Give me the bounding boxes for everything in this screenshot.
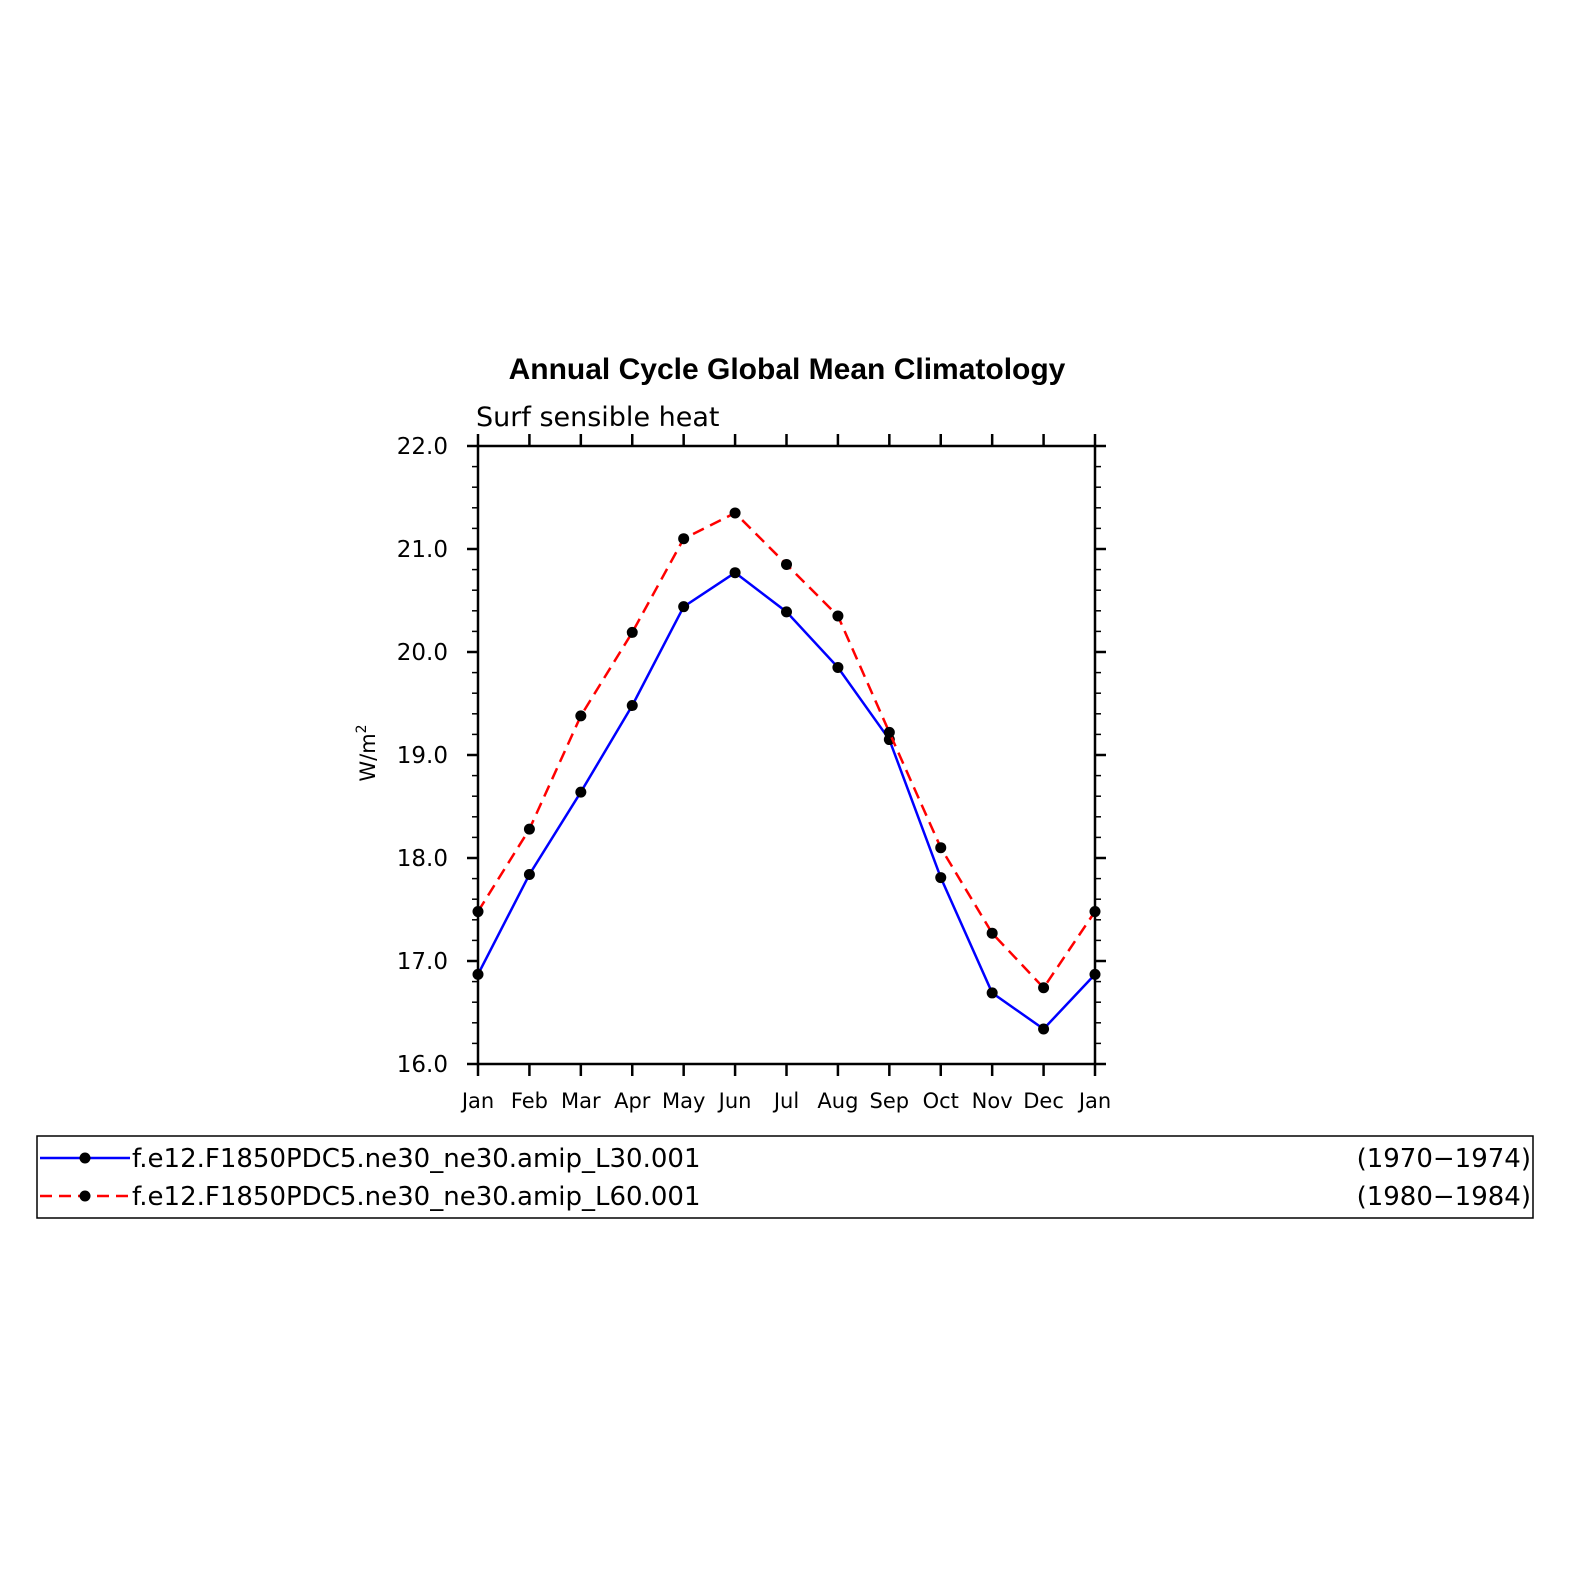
y-tick-label: 19.0 <box>397 743 448 769</box>
plot-frame <box>476 444 1097 1066</box>
series-2-point <box>523 823 535 835</box>
series-1-point <box>935 872 947 884</box>
series-1-point <box>678 601 690 613</box>
x-tick-label: Feb <box>511 1089 548 1113</box>
y-axis-label-superscript: 2 <box>354 724 370 733</box>
legend-label-1: f.e12.F1850PDC5.ne30_ne30.amip_L30.001 <box>132 1144 700 1174</box>
chart-subtitle: Surf sensible heat <box>476 402 720 433</box>
series-2-point <box>883 726 895 738</box>
y-tick-label: 20.0 <box>397 640 448 666</box>
series-2-point <box>472 906 484 918</box>
series-1-point <box>986 987 998 999</box>
series-1-point <box>832 661 844 673</box>
series-2-point <box>678 533 690 545</box>
series-1-point <box>472 968 484 980</box>
y-tick-label: 17.0 <box>397 949 448 975</box>
series-2-point <box>781 558 792 570</box>
x-tick-label: Apr <box>614 1089 651 1113</box>
y-tick-label: 21.0 <box>397 537 448 563</box>
series-1-point <box>781 606 792 618</box>
x-tick-label: Jan <box>460 1089 494 1113</box>
chart-title: Annual Cycle Global Mean Climatology <box>509 353 1066 386</box>
x-tick-label: Jun <box>717 1089 752 1113</box>
y-tick-label: 22.0 <box>397 434 448 460</box>
x-tick-label: Aug <box>817 1089 858 1113</box>
x-tick-label: Mar <box>561 1089 601 1113</box>
series-2-point <box>626 626 638 638</box>
series-2-point <box>832 610 844 622</box>
series-2-point <box>935 842 947 854</box>
series-line-1 <box>476 571 1096 1031</box>
series-1-point <box>729 567 741 579</box>
legend-period-1: (1970−1974) <box>1357 1144 1531 1174</box>
legend-box <box>36 1135 1534 1219</box>
axes: 16.0 17.0 18.0 19.0 20.0 21.0 22.0 Jan Feb Mar Apr… <box>397 434 1111 1113</box>
series-2-point <box>729 507 741 519</box>
series-2-point <box>986 927 998 939</box>
x-tick-label: Dec <box>1023 1089 1064 1113</box>
legend-marker-2 <box>79 1190 91 1202</box>
y-tick-label: 18.0 <box>397 846 448 872</box>
series-2-point <box>1038 982 1050 994</box>
series-1-point <box>626 700 638 712</box>
series-2-point <box>575 710 587 722</box>
x-tick-label: Jul <box>772 1089 799 1113</box>
x-tick-label: Sep <box>870 1089 910 1113</box>
legend-period-2: (1980−1984) <box>1357 1182 1531 1212</box>
legend: f.e12.F1850PDC5.ne30_ne30.amip_L30.001 (1… <box>36 1135 1534 1219</box>
series-layer <box>472 507 1101 1035</box>
x-tick-label: Nov <box>972 1089 1013 1113</box>
series-2-point <box>1089 906 1101 918</box>
x-tick-label: May <box>662 1089 705 1113</box>
series-line-2 <box>476 511 1097 990</box>
series-1-point <box>1038 1023 1050 1035</box>
x-tick-label: Oct <box>923 1089 959 1113</box>
y-axis-label-text: W/m <box>356 733 380 781</box>
legend-label-2: f.e12.F1850PDC5.ne30_ne30.amip_L60.001 <box>132 1182 700 1212</box>
legend-marker-1 <box>79 1152 91 1164</box>
series-1-point <box>575 786 587 798</box>
series-1-point <box>1089 968 1101 980</box>
y-axis-label: W/m2 <box>354 724 380 781</box>
series-1-point <box>523 868 535 880</box>
y-tick-label: 16.0 <box>397 1052 448 1078</box>
x-tick-label: Jan <box>1077 1089 1111 1113</box>
